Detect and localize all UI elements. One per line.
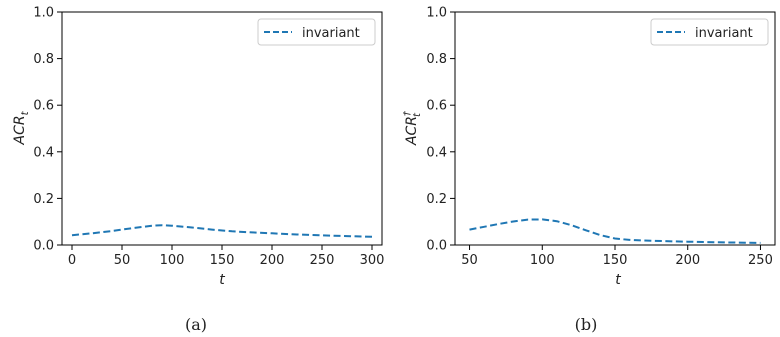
panel-caption-a: (a) — [185, 315, 207, 334]
plot-frame — [454, 11, 776, 246]
y-axis-label: ACRt — [12, 110, 31, 145]
y-axis-label: ACR†t — [402, 110, 423, 146]
series-group — [71, 224, 373, 238]
x-ticks: 0 50 100 150 200 250 300 — [68, 245, 385, 268]
x-tick-label: 150 — [210, 253, 235, 268]
x-tick-label: 300 — [360, 253, 385, 268]
x-tick-label: 150 — [603, 253, 628, 268]
y-ticks: 0.0 0.2 0.4 0.6 0.8 1.0 — [426, 6, 455, 254]
chart-panel-b: 0.0 0.2 0.4 0.6 0.8 1.0 50 100 150 200 250 invari… — [402, 6, 776, 334]
x-tick-label: 100 — [160, 253, 185, 268]
x-tick-label: 0 — [68, 253, 76, 268]
x-axis-label: t — [615, 272, 621, 288]
chart-panel-a: 0.0 0.2 0.4 0.6 0.8 1.0 0 50 100 150 200 250 300 in… — [12, 6, 384, 335]
y-tick-label: 1.0 — [33, 6, 54, 21]
legend-label: invariant — [302, 26, 360, 41]
series-line-invariant — [469, 218, 761, 244]
y-tick-label: 0.2 — [33, 192, 54, 207]
y-axis-label-base: ACR — [404, 116, 420, 146]
x-tick-label: 50 — [461, 253, 478, 268]
legend-box — [257, 18, 376, 46]
y-tick-label: 1.0 — [426, 6, 447, 21]
x-tick-label: 100 — [530, 253, 555, 268]
legend: invariant — [257, 18, 376, 46]
y-axis-label-superscript: † — [402, 110, 413, 116]
y-axis-label-base: ACR — [12, 115, 28, 145]
y-tick-label: 0.6 — [33, 99, 54, 114]
x-axis-label: t — [219, 272, 225, 288]
y-tick-label: 0.4 — [426, 145, 447, 160]
plot-frame — [61, 11, 383, 246]
x-tick-label: 250 — [748, 253, 773, 268]
legend-box — [650, 18, 769, 46]
y-tick-label: 0.0 — [33, 239, 54, 254]
y-axis-label-subscript: t — [412, 112, 423, 117]
y-tick-label: 0.8 — [426, 52, 447, 67]
y-tick-label: 0.0 — [426, 239, 447, 254]
x-tick-label: 200 — [675, 253, 700, 268]
y-tick-label: 0.6 — [426, 99, 447, 114]
y-tick-label: 0.4 — [33, 145, 54, 160]
series-group — [469, 218, 761, 244]
y-tick-label: 0.8 — [33, 52, 54, 67]
svg-text:ACRt: ACRt — [12, 110, 31, 145]
y-ticks: 0.0 0.2 0.4 0.6 0.8 1.0 — [33, 6, 62, 254]
x-tick-label: 200 — [260, 253, 285, 268]
series-line-invariant — [71, 224, 373, 238]
legend-label: invariant — [695, 26, 753, 41]
x-tick-label: 50 — [114, 253, 131, 268]
x-ticks: 50 100 150 200 250 — [461, 245, 773, 268]
svg-text:ACR†t: ACR†t — [402, 110, 423, 146]
panel-caption-b: (b) — [575, 315, 598, 334]
y-axis-label-subscript: t — [20, 110, 31, 115]
x-tick-label: 250 — [310, 253, 335, 268]
y-tick-label: 0.2 — [426, 192, 447, 207]
legend: invariant — [650, 18, 769, 46]
